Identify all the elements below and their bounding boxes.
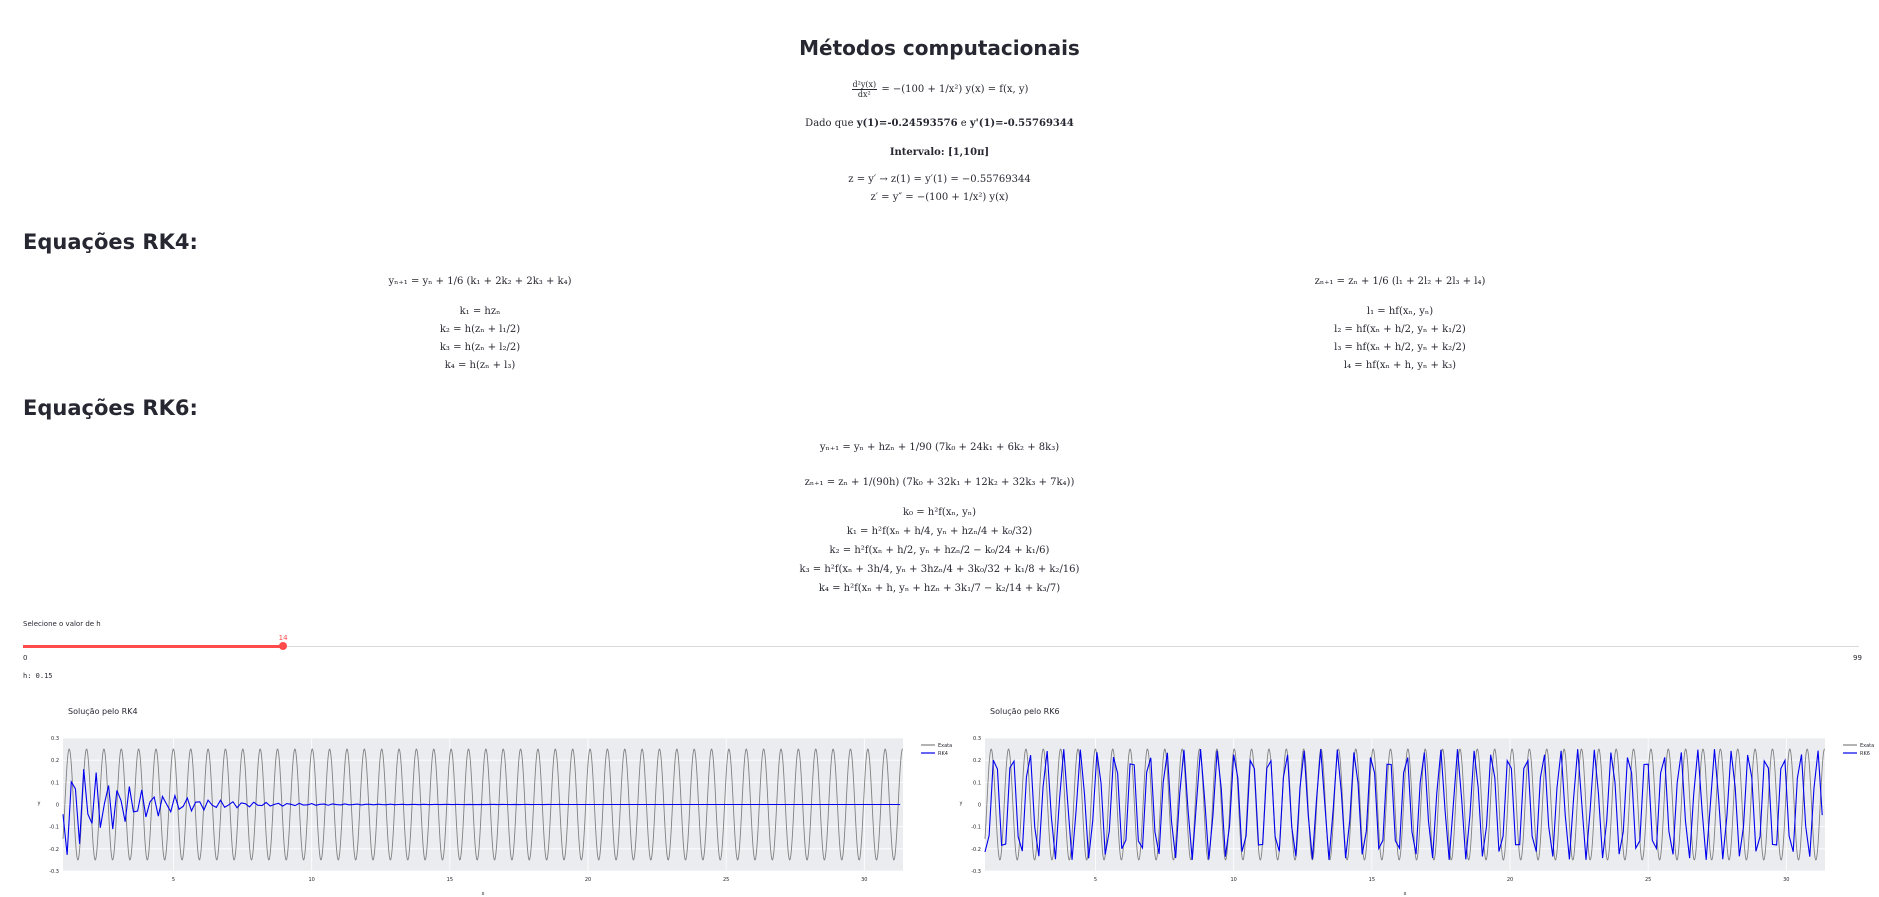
- series-line-rk6: [984, 749, 1823, 860]
- slider-thumb[interactable]: [278, 642, 287, 650]
- rk6-k4: k₄ = h²f(xₙ + h, yₙ + hzₙ + 3k₁/7 − k₂/1…: [818, 583, 1061, 594]
- rk4-l4: l₄ = hf(xₙ + h, yₙ + k₃): [1343, 360, 1457, 371]
- y-tick-label: 0.1: [51, 780, 59, 786]
- y-tick-label: -0.2: [49, 847, 59, 853]
- rk4-k1: k₁ = hzₙ: [459, 306, 501, 317]
- series-line-exata: [984, 748, 1825, 861]
- y-tick-label: 0.3: [973, 736, 981, 742]
- rk4-heading: Equações RK4:: [23, 230, 198, 254]
- d2y-dx2-fraction: d²y(x) dx²: [851, 80, 878, 99]
- legend-entry: RK6: [1860, 751, 1870, 757]
- x-tick-label: 15: [447, 877, 453, 883]
- slider-label: Selecione o valor de h: [23, 620, 101, 628]
- rk6-k0: k₀ = h²f(xₙ, yₙ): [902, 507, 977, 518]
- rk4-l1: l₁ = hf(xₙ, yₙ): [1366, 306, 1434, 317]
- rk4-l-list: l₁ = hf(xₙ, yₙ) l₂ = hf(xₙ + h/2, yₙ + k…: [1250, 306, 1550, 372]
- x-tick-label: 5: [172, 877, 175, 883]
- legend-entry: Exata: [1860, 743, 1874, 749]
- rk6-k-list: k₀ = h²f(xₙ, yₙ) k₁ = h²f(xₙ + h/4, yₙ +…: [0, 507, 1879, 595]
- substitution-1: z = y′ → z(1) = y′(1) = −0.55769344: [848, 174, 1031, 185]
- rk4-k-list: k₁ = hzₙ k₂ = h(zₙ + l₁/2) k₃ = h(zₙ + l…: [330, 306, 630, 372]
- slider-value: 14: [278, 634, 288, 642]
- x-axis-label: x: [1404, 891, 1407, 897]
- rk6-heading: Equações RK6:: [23, 396, 198, 420]
- rk6-y-update: yₙ₊₁ = yₙ + hzₙ + 1/90 (7k₀ + 24k₁ + 6k₂…: [819, 442, 1060, 453]
- y-axis-label: y: [960, 801, 963, 807]
- x-tick-label: 20: [1507, 877, 1513, 883]
- rk6-z-update: zₙ₊₁ = zₙ + 1/(90h) (7k₀ + 32k₁ + 12k₂ +…: [804, 477, 1075, 488]
- rk4-k2: k₂ = h(zₙ + l₁/2): [439, 324, 521, 335]
- y-axis-label: y: [38, 801, 41, 807]
- x-tick-label: 10: [308, 877, 314, 883]
- y-tick-label: -0.3: [49, 869, 59, 875]
- interval: Intervalo: [1,10π]: [889, 147, 990, 158]
- series-line-rk4: [62, 769, 901, 855]
- rk4-y-update: yₙ₊₁ = yₙ + 1/6 (k₁ + 2k₂ + 2k₃ + k₄): [388, 276, 572, 287]
- y-tick-label: 0.3: [51, 736, 59, 742]
- y-tick-label: 0: [56, 803, 59, 809]
- x-tick-label: 30: [861, 877, 867, 883]
- y-tick-label: 0: [978, 803, 981, 809]
- chart-title: Solução pelo RK4: [68, 707, 138, 716]
- h-readout: h: 0.15: [23, 672, 53, 680]
- rk6-k2: k₂ = h²f(xₙ + h/2, yₙ + hzₙ/2 − k₀/24 + …: [829, 545, 1050, 556]
- page-title: Métodos computacionais: [799, 36, 1080, 60]
- x-tick-label: 25: [1645, 877, 1651, 883]
- y-tick-label: -0.1: [971, 825, 981, 831]
- initial-y: y(1)=-0.24593576: [856, 118, 958, 129]
- slider-max: 99: [1853, 654, 1862, 662]
- rk4-k3: k₃ = h(zₙ + l₂/2): [439, 342, 521, 353]
- y-tick-label: 0.2: [51, 758, 59, 764]
- y-tick-label: 0.1: [973, 780, 981, 786]
- rk4-l2: l₂ = hf(xₙ + h/2, yₙ + k₁/2): [1334, 324, 1466, 335]
- rk6-k1: k₁ = h²f(xₙ + h/4, yₙ + hzₙ/4 + k₀/32): [846, 526, 1033, 537]
- y-tick-label: -0.2: [971, 847, 981, 853]
- legend-entry: Exata: [938, 743, 952, 749]
- slider-min: 0: [23, 654, 28, 662]
- rk6-chart[interactable]: Solução pelo RK6 -0.3 -0.2 -0.1 0 0.1 0.2 0.3 5 1…: [945, 700, 1875, 897]
- x-tick-label: 25: [723, 877, 729, 883]
- rk6-k3: k₃ = h²f(xₙ + 3h/4, yₙ + 3hzₙ/4 + 3k₀/32…: [799, 564, 1080, 575]
- y-tick-label: 0.2: [973, 758, 981, 764]
- x-tick-label: 20: [585, 877, 591, 883]
- x-tick-label: 5: [1094, 877, 1097, 883]
- chart-title: Solução pelo RK6: [990, 707, 1060, 716]
- main-equation-rhs: = −(100 + 1/x²) y(x) = f(x, y): [881, 84, 1029, 95]
- initial-joiner: e: [960, 118, 967, 129]
- x-tick-label: 15: [1369, 877, 1375, 883]
- x-axis-label: x: [482, 891, 485, 897]
- rk4-k4: k₄ = h(zₙ + l₃): [444, 360, 516, 371]
- slider-track[interactable]: [23, 646, 1859, 647]
- substitution-2: z′ = y″ = −(100 + 1/x²) y(x): [870, 192, 1009, 203]
- y-tick-label: -0.1: [49, 825, 59, 831]
- rk4-z-update: zₙ₊₁ = zₙ + 1/6 (l₁ + 2l₂ + 2l₃ + l₄): [1314, 276, 1486, 287]
- slider-fill: [23, 645, 283, 648]
- series-line-exata: [62, 748, 903, 861]
- x-tick-label: 30: [1783, 877, 1789, 883]
- y-tick-label: -0.3: [971, 869, 981, 875]
- legend-entry: RK4: [938, 751, 948, 757]
- initial-yprime: y'(1)=-0.55769344: [969, 118, 1074, 129]
- x-tick-label: 10: [1230, 877, 1236, 883]
- main-equation: d²y(x) dx² = −(100 + 1/x²) y(x) = f(x, y): [0, 80, 1879, 99]
- rk4-l3: l₃ = hf(xₙ + h/2, yₙ + k₂/2): [1334, 342, 1466, 353]
- initial-prefix: Dado que: [805, 118, 854, 129]
- rk4-chart[interactable]: Solução pelo RK4 -0.3 -0.2 -0.1 0 0.1 0.2 0.3 5 1…: [23, 700, 953, 897]
- initial-conditions: Dado que y(1)=-0.24593576 e y'(1)=-0.557…: [0, 118, 1879, 130]
